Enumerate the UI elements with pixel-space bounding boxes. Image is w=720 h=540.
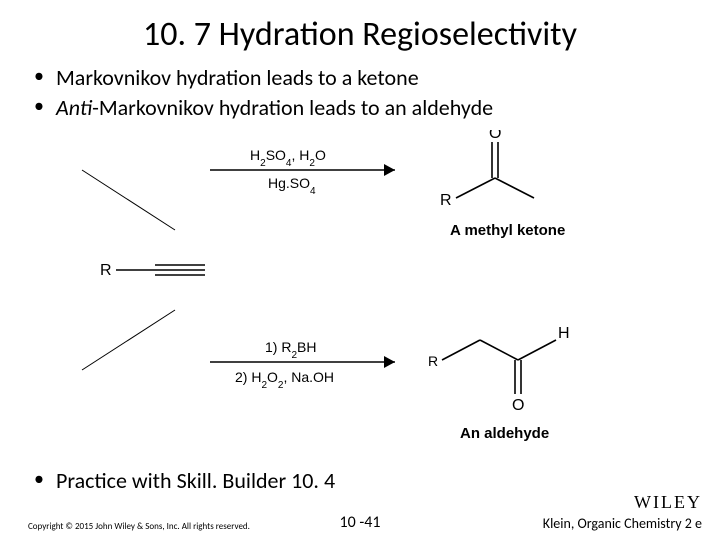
ketone-bond-cc: [495, 178, 534, 198]
aldehyde-R: R: [428, 353, 438, 369]
aldehyde-H: H: [558, 325, 570, 342]
ketone-label: A methyl ketone: [450, 222, 565, 239]
top-reagent-1: H2SO4, H2O: [250, 147, 326, 169]
ald-bond-1: [442, 340, 480, 360]
bot-reagent-1: 1) R2BH: [265, 339, 316, 361]
bullet-1: Markovnikov hydration leads to a ketone: [28, 63, 700, 93]
top-reagent-2: Hg.SO4: [268, 175, 316, 197]
reaction-scheme: R H2SO4, H2O Hg.SO4 R O A methyl ketone: [0, 130, 720, 440]
bullet-2: Anti-Markovnikov hydration leads to an a…: [28, 93, 700, 123]
bullet-2-anti: Anti: [56, 94, 92, 121]
branch-bot: [82, 310, 175, 370]
bot-reagent-2: 2) H2O2, Na.OH: [235, 369, 334, 391]
bullet-list: Markovnikov hydration leads to a ketone …: [0, 63, 720, 122]
book-ref: Klein, Organic Chemistry 2 e: [543, 515, 702, 532]
wiley-logo: WILEY: [634, 492, 702, 513]
ketone-bond-rc: [456, 178, 495, 198]
bullet-1-text: Markovnikov hydration leads to a ketone: [56, 64, 419, 91]
footer-right: WILEY Klein, Organic Chemistry 2 e: [543, 492, 702, 532]
practice-text: Practice with Skill. Builder 10. 4: [56, 467, 335, 494]
practice-list: Practice with Skill. Builder 10. 4: [0, 467, 335, 494]
ketone-O: O: [489, 130, 501, 142]
arrow-bot-head: [384, 356, 395, 368]
ketone-R: R: [440, 192, 452, 209]
aldehyde-O: O: [512, 397, 524, 414]
branch-top: [82, 170, 175, 230]
aldehyde-label: An aldehyde: [460, 425, 549, 442]
ald-bond-ch: [518, 340, 556, 360]
arrow-top-head: [384, 164, 395, 176]
practice-bullet: Practice with Skill. Builder 10. 4: [28, 467, 335, 494]
scheme-svg: R H2SO4, H2O Hg.SO4 R O A methyl ketone: [0, 130, 720, 460]
bullet-2-rest: -Markovnikov hydration leads to an aldeh…: [92, 94, 493, 121]
ald-bond-2: [480, 340, 518, 360]
slide-title: 10. 7 Hydration Regioselectivity: [0, 0, 720, 63]
page-number: 10 -41: [340, 513, 381, 532]
alkyne-R: R: [100, 262, 112, 279]
copyright: Copyright © 2015 John Wiley & Sons, Inc.…: [28, 521, 250, 532]
